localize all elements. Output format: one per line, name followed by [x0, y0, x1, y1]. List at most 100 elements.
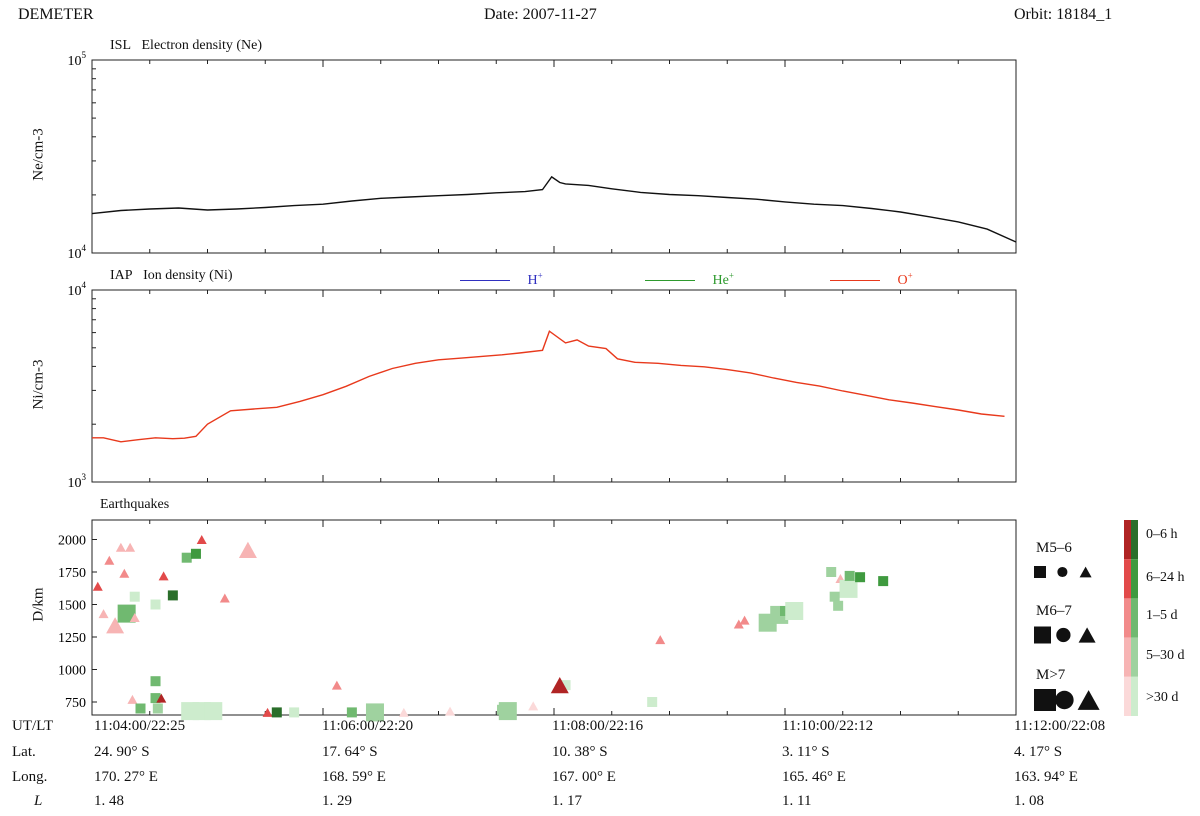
eq-y-tick-label: 1500: [58, 599, 86, 614]
eq-point-triangle: [739, 615, 750, 625]
date-display: Date: 2007-11-27: [484, 6, 597, 24]
eq-point-triangle: [655, 635, 666, 645]
lat-col-3: 3. 11° S: [782, 744, 830, 760]
eq-point-triangle: [550, 677, 569, 694]
time-legend-0: 0–6 h: [1146, 527, 1178, 542]
eq-point-triangle: [219, 593, 230, 603]
row-label-long: Long.: [12, 769, 48, 785]
time-bar-red-3: [1124, 637, 1131, 677]
eq-point-square: [780, 606, 790, 616]
y-tick-label: 105: [68, 50, 87, 69]
mag-triangle-1: [1078, 627, 1096, 643]
long-col-3: 165. 46° E: [782, 769, 846, 785]
eq-point-square: [365, 703, 384, 722]
eq-y-tick-label: 2000: [58, 534, 86, 549]
mag-circle-2: [1055, 690, 1074, 710]
eq-point-square: [346, 707, 357, 718]
eq-point-square: [150, 676, 161, 687]
row-label-lat: Lat.: [12, 744, 36, 760]
eq-y-tick-label: 1750: [58, 566, 86, 581]
eq-point-triangle: [238, 541, 257, 558]
electron-instrument: ISL: [110, 38, 131, 53]
long-col-1: 168. 59° E: [322, 769, 386, 785]
time-bar-red-2: [1124, 598, 1131, 638]
legend-he-line: [645, 279, 695, 281]
earthquake-panel-title: Earthquakes: [100, 497, 170, 512]
time-legend-4: >30 d: [1146, 690, 1179, 705]
eq-point-square: [785, 602, 804, 620]
panel-frame-1: [91, 289, 1017, 483]
eq-point-square: [647, 697, 658, 707]
orbit-display: Orbit: 18184_1: [1014, 6, 1112, 24]
row-label-l: L: [34, 793, 43, 809]
long-col-0: 170. 27° E: [94, 769, 158, 785]
eq-point-triangle: [92, 581, 103, 591]
orbit-label: Orbit:: [1014, 6, 1053, 23]
eq-point-square: [117, 604, 136, 623]
date-value: 2007-11-27: [522, 6, 597, 23]
ut-col-1: 11:06:00/22:20: [322, 718, 414, 734]
mag-circle-1: [1056, 627, 1071, 643]
legend-o: O+: [830, 270, 913, 289]
eq-point-square: [129, 591, 140, 602]
legend-he-label: He+: [712, 270, 734, 288]
lat-col-2: 10. 38° S: [552, 744, 608, 760]
eq-point-square: [829, 591, 840, 602]
y-tick-label: 104: [68, 280, 87, 299]
eq-point-triangle: [196, 535, 207, 544]
time-legend-3: 5–30 d: [1146, 648, 1185, 663]
ion-instrument: IAP: [110, 268, 133, 283]
eq-point-triangle: [158, 571, 169, 581]
eq-point-triangle: [125, 542, 136, 552]
y-tick-label: 104: [68, 243, 87, 262]
orbit-value: 18184_1: [1056, 6, 1113, 23]
eq-point-square: [190, 548, 201, 559]
eq-point-square: [498, 702, 517, 721]
panel-frame-2: [91, 519, 1017, 716]
time-legend-1: 6–24 h: [1146, 570, 1185, 585]
ut-col-4: 11:12:00/22:08: [1014, 718, 1106, 734]
mag-circle-0: [1057, 566, 1068, 578]
time-bar-red-0: [1124, 520, 1131, 560]
eq-point-square: [855, 572, 866, 583]
series-line-1-0: [92, 330, 1005, 443]
long-col-4: 163. 94° E: [1014, 769, 1078, 785]
mag-legend-2: M6–7: [1036, 603, 1072, 619]
time-bar-green-3: [1131, 637, 1138, 677]
legend-h-line: [460, 279, 510, 281]
ion-title: Ion density (Ni): [143, 268, 233, 283]
electron-panel-title: ISL Electron density (Ne): [110, 38, 262, 54]
y-tick-label: 103: [68, 472, 87, 491]
eq-point-square: [271, 707, 282, 718]
lat-col-0: 24. 90° S: [94, 744, 150, 760]
ut-col-0: 11:04:00/22:25: [94, 718, 186, 734]
ut-col-2: 11:08:00/22:16: [552, 718, 644, 734]
eq-point-triangle: [106, 617, 125, 634]
time-bar-green-0: [1131, 520, 1138, 560]
eq-point-square: [181, 552, 192, 563]
eq-point-square: [135, 703, 146, 714]
eq-y-tick-label: 1000: [58, 664, 86, 679]
eq-point-square: [289, 707, 300, 718]
l-col-2: 1. 17: [552, 793, 582, 809]
legend-o-line: [830, 279, 880, 281]
series-line-0-0: [91, 175, 1017, 243]
legend-h: H+: [460, 270, 543, 289]
eq-point-square: [167, 590, 178, 601]
l-col-4: 1. 08: [1014, 793, 1044, 809]
eq-point-triangle: [129, 613, 140, 622]
eq-point-triangle: [98, 609, 109, 619]
eq-point-triangle: [127, 694, 138, 704]
eq-point-triangle: [445, 706, 456, 716]
mag-square-2: [1034, 689, 1056, 711]
mag-legend-1: M5–6: [1036, 540, 1072, 556]
ut-col-3: 11:10:00/22:12: [782, 718, 874, 734]
eq-point-triangle: [733, 619, 744, 629]
instrument-name: DEMETER: [18, 6, 94, 23]
eq-y-tick-label: 750: [65, 696, 86, 711]
eq-point-triangle: [331, 680, 342, 690]
eq-point-square: [878, 576, 889, 587]
panel-frame-0: [91, 59, 1017, 254]
eq-point-triangle: [156, 693, 167, 703]
